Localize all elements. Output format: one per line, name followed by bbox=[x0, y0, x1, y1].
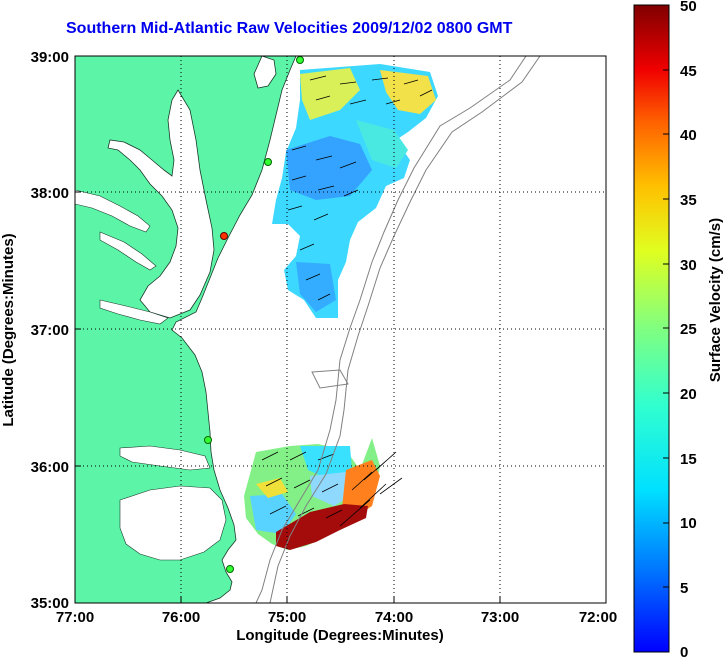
map-grid bbox=[75, 56, 606, 603]
chesapeake-bay bbox=[107, 89, 215, 319]
y-tick-label: 35:00 bbox=[31, 595, 69, 612]
colorbar-tick-label: 40 bbox=[680, 127, 697, 144]
x-tick-label: 74:00 bbox=[375, 609, 413, 626]
x-tick-label: 75:00 bbox=[268, 609, 306, 626]
river-potomac bbox=[75, 189, 151, 233]
bathymetry-contours bbox=[255, 56, 541, 603]
y-tick-label: 39:00 bbox=[31, 49, 69, 66]
radar-stations bbox=[204, 56, 304, 573]
axis-ticks bbox=[74, 55, 607, 604]
velocity-vectors bbox=[261, 75, 433, 527]
x-tick-label: 76:00 bbox=[162, 609, 200, 626]
station-marker bbox=[226, 565, 234, 573]
station-marker bbox=[220, 232, 228, 240]
colorbar-tick-label: 20 bbox=[680, 386, 697, 403]
velocity-field-north bbox=[272, 64, 438, 318]
river-james bbox=[99, 299, 169, 325]
x-axis-label: Longitude (Degrees:Minutes) bbox=[236, 627, 444, 644]
pamlico-sound bbox=[119, 485, 227, 561]
x-tick-label: 72:00 bbox=[579, 609, 617, 626]
station-marker bbox=[264, 158, 272, 166]
colorbar-tick-label: 25 bbox=[680, 321, 697, 338]
y-tick-label: 36:00 bbox=[31, 459, 69, 476]
colorbar: 50 45 40 35 30 25 20 15 10 5 0 Surface V… bbox=[633, 0, 724, 659]
x-tick-label: 77:00 bbox=[56, 609, 94, 626]
x-tick-label: 73:00 bbox=[481, 609, 519, 626]
colorbar-label: Surface Velocity (cm/s) bbox=[707, 218, 724, 382]
y-tick-label: 38:00 bbox=[31, 185, 69, 202]
map-title: Southern Mid-Atlantic Raw Velocities 200… bbox=[66, 20, 513, 37]
y-tick-label: 37:00 bbox=[31, 322, 69, 339]
colorbar-tick-label: 10 bbox=[680, 515, 697, 532]
delaware-bay bbox=[253, 56, 277, 89]
velocity-field-south bbox=[244, 438, 380, 550]
river-rappahannock bbox=[99, 231, 157, 271]
albemarle-sound bbox=[119, 445, 211, 471]
station-marker bbox=[204, 436, 212, 444]
colorbar-tick-label: 5 bbox=[680, 580, 688, 597]
colorbar-tick-label: 50 bbox=[680, 0, 697, 15]
map-plot-area bbox=[75, 56, 606, 603]
colorbar-tick-label: 30 bbox=[680, 257, 697, 274]
land-mass bbox=[75, 56, 297, 603]
colorbar-tick-label: 35 bbox=[680, 192, 697, 209]
y-axis-label: Latitude (Degrees:Minutes) bbox=[0, 233, 17, 426]
station-marker bbox=[296, 56, 304, 64]
colorbar-tick-label: 0 bbox=[680, 644, 688, 659]
colorbar-tick-label: 45 bbox=[680, 63, 697, 80]
colorbar-tick-label: 15 bbox=[680, 451, 697, 468]
